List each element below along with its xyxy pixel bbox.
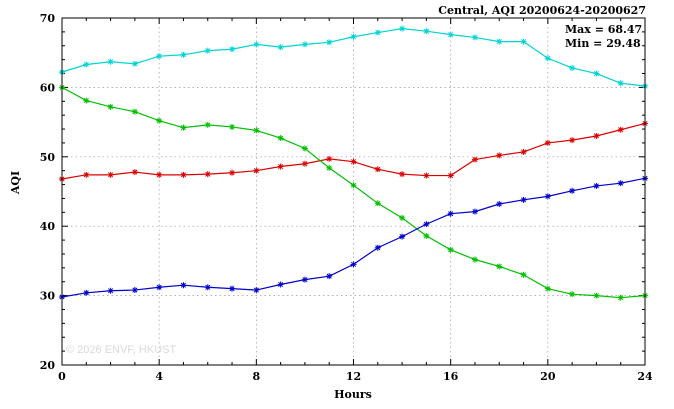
grid [62, 18, 645, 365]
svg-text:4: 4 [155, 370, 163, 383]
svg-text:40: 40 [40, 220, 56, 233]
svg-text:60: 60 [40, 81, 56, 94]
watermark: © 2026 ENVF, HKUST [66, 344, 177, 356]
axis-ticks [61, 17, 646, 366]
svg-text:20: 20 [40, 359, 56, 372]
svg-text:50: 50 [40, 151, 56, 164]
svg-text:12: 12 [346, 370, 361, 383]
svg-text:30: 30 [40, 290, 56, 303]
plot-border [61, 17, 646, 366]
chart-title: Central, AQI 20200624-20200627 [438, 4, 646, 17]
cyan-series [59, 25, 648, 90]
svg-text:0: 0 [58, 370, 66, 383]
green-series [59, 84, 648, 301]
x-axis-label: Hours [334, 388, 372, 401]
tick-labels: 0 4 8 12 16 20 24 20 30 40 50 60 70 [40, 12, 653, 383]
svg-text:70: 70 [40, 12, 56, 25]
red-series [59, 120, 648, 183]
svg-text:16: 16 [443, 370, 459, 383]
blue-series [59, 175, 648, 300]
svg-text:20: 20 [540, 370, 556, 383]
max-annotation: Max = 68.47 [565, 23, 643, 36]
min-annotation: Min = 29.48 [565, 37, 641, 50]
svg-text:24: 24 [637, 370, 653, 383]
svg-text:8: 8 [253, 370, 261, 383]
y-axis-label: AQI [9, 170, 23, 195]
